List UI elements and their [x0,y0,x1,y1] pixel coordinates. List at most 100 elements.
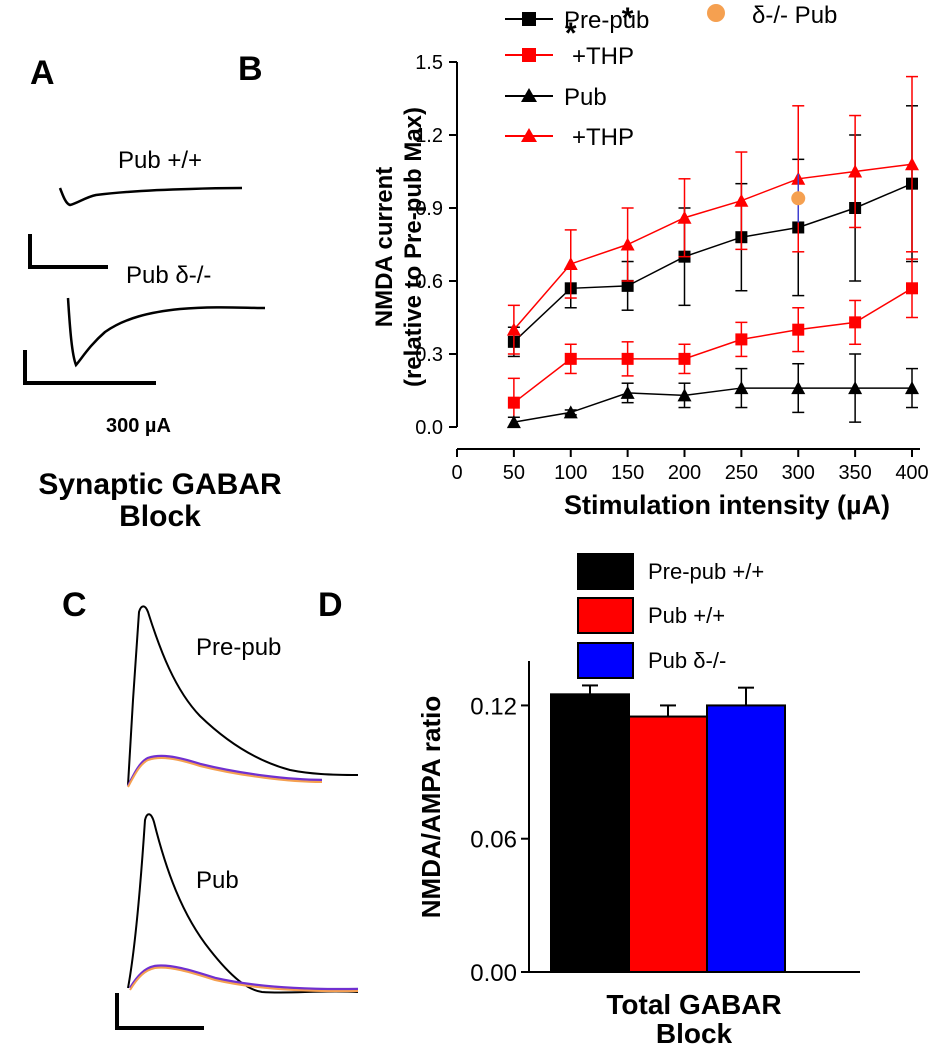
panel-c-trace-prepub-control [127,605,359,786]
legend-label-delta-pub: δ-/- Pub [752,2,837,29]
panel-c-trace-pub-delta [129,966,359,993]
panel-c-trace1-label: Pre-pub [196,634,281,661]
panel-a-caption-line2: Block [119,500,201,533]
panel-d-x-axis-title-line2: Block [656,1018,733,1049]
legend-item-prepub-wt: Pre-pub +/+ [577,553,764,590]
panel-b-point-square-1 [678,352,691,365]
panel-b-point-triangle-2 [791,381,806,395]
legend-item-thp-triangle: +THP [505,124,634,151]
panel-b-x-tick-label: 400 [895,462,928,484]
legend-label-thp-triangle: +THP [572,124,634,151]
legend-item-prepub: Pre-pub [505,7,649,34]
panel-a-scalebar-1 [28,234,108,269]
panel-c-trace-prepub-delta [127,757,323,788]
legend-label-thp-square: +THP [572,43,634,70]
panel-b-point-triangle-3 [677,210,692,224]
panel-a-caption-line1: Synaptic GABAR [38,468,282,501]
panel-b-y-axis-title-line1: NMDA current [371,167,398,327]
panel-b-point-square-1 [564,352,577,365]
panel-d-letter: D [318,586,343,624]
panel-c-trace-prepub-thp [126,754,323,787]
panel-b-x-tick-label: 100 [554,462,587,484]
panel-b-y-axis-title-line2: (relative to Pre-pub Max) [400,107,427,387]
panel-b-point-triangle-3 [734,193,749,207]
panel-a-trace1-label: Pub +/+ [118,147,202,174]
legend-marker-delta-pub [707,4,725,22]
panel-b-x-tick-label: 300 [782,462,815,484]
panel-a-letter: A [30,54,55,92]
panel-b-point-square-1 [621,352,634,365]
panel-b-point-triangle-3 [506,322,521,336]
legend-marker-thp-square [522,48,536,62]
panel-b-point-triangle-2 [506,415,521,429]
panel-d-y-tick-label: 0.00 [470,960,517,987]
panel-b-extra-point [791,191,806,206]
panel-b-x-tick-label: 250 [725,462,758,484]
panel-d-bar-1 [628,715,708,973]
panel-c-trace-pub-thp [128,964,359,991]
panel-c-letter: C [62,586,87,624]
panel-b-point-triangle-2 [677,388,692,402]
panel-b-significance-star: * [679,0,691,6]
legend-swatch-prepub-wt [577,553,634,590]
legend-swatch-pub-wt [577,597,634,634]
panel-b: B 0.0 0.3 0.6 0.9 1.2 1.5 0 50 100 150 200 250 300 35… [238,0,929,520]
panel-b-legend: Pre-pub +THP Pub +THP δ-/- Pub [505,2,837,151]
panel-b-point-square-1 [849,316,862,329]
legend-item-pub-delta: Pub δ-/- [577,642,726,679]
panel-d-y-tick-label: 0.12 [470,693,517,720]
panel-b-y-tick-label: 1.2 [415,125,443,147]
panel-b-y-tick-label: 0.3 [415,344,443,366]
legend-item-pub: Pub [505,84,607,111]
panel-d-bar-2 [706,704,786,974]
panel-b-point-triangle-3 [905,157,919,171]
panel-a-scalebar-2 [23,350,156,385]
panel-b-y-tick-label: 0.9 [415,198,443,220]
panel-c-trace-pub-control [127,813,359,994]
panel-b-point-triangle-2 [905,381,919,395]
legend-item-pub-wt: Pub +/+ [577,597,725,634]
legend-marker-pub [521,88,537,102]
panel-b-y-tick-label: 0.6 [415,271,443,293]
panel-b-x-tick-label: 350 [838,462,871,484]
panel-b-letter: B [238,50,263,88]
panel-b-y-tick-label: 1.5 [415,52,443,74]
legend-swatch-pub-delta [577,642,634,679]
panel-b-y-tick-label: 0.0 [415,417,443,439]
panel-b-x-tick-label: 50 [503,462,525,484]
panel-b-point-triangle-2 [848,381,863,395]
panel-b-point-triangle-3 [848,164,863,178]
panel-b-point-triangle-2 [563,405,578,419]
panel-a-trace-1 [58,186,243,207]
panel-d-legend: Pre-pub +/+ Pub +/+ Pub δ-/- [577,553,764,679]
panel-b-point-triangle-3 [563,256,578,270]
panel-c-scalebar [115,993,204,1030]
legend-label-pub-delta: Pub δ-/- [648,648,726,673]
legend-marker-prepub [522,12,536,26]
panel-b-point-square-0 [621,279,634,292]
panel-d-plot: 0.00 0.06 0.12 [470,661,860,987]
panel-b-point-square-1 [507,396,520,409]
panel-b-point-triangle-2 [734,381,749,395]
legend-label-prepub-wt: Pre-pub +/+ [648,559,764,584]
panel-a-trace2-label: Pub δ-/- [126,262,211,289]
panel-b-point-square-1 [792,323,805,336]
panel-b-series-line-0 [513,182,913,343]
panel-b-point-square-1 [906,282,918,295]
panel-b-point-square-1 [735,333,748,346]
legend-label-prepub: Pre-pub [564,7,649,34]
panel-a: A Pub +/+ Pub δ-/- 300 µA Synaptic GABAR… [23,54,282,533]
legend-label-pub: Pub [564,84,607,111]
panel-b-significance-star: * [622,2,634,35]
panel-b-x-tick-label: 200 [668,462,701,484]
panel-a-trace-2 [66,297,266,368]
legend-label-pub-wt: Pub +/+ [648,603,725,628]
panel-b-series-line-3 [513,163,913,331]
panel-a-scale-label: 300 µA [106,415,171,437]
legend-item-delta-pub: δ-/- Pub [707,2,837,29]
panel-b-x-tick-label: 0 [451,462,462,484]
legend-marker-thp-triangle [521,128,537,142]
panel-b-significance-star: * [565,17,577,50]
